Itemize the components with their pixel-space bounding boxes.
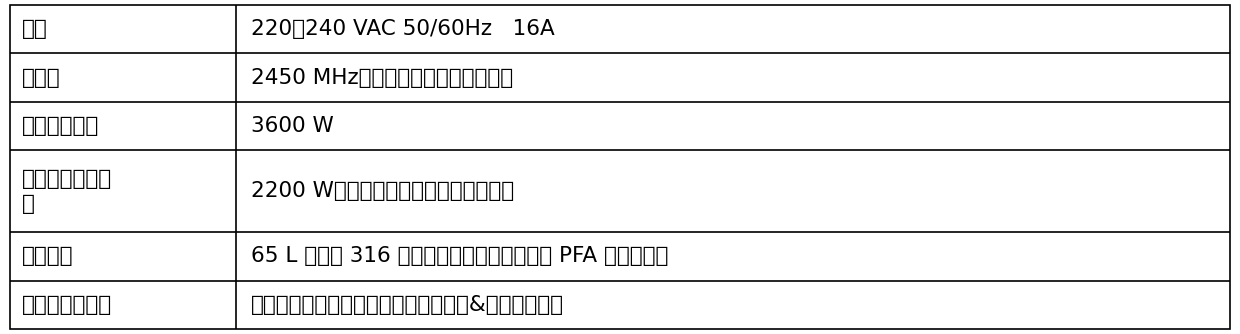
Text: 65 L 大容积 316 不锈钢腔体，内外多层耐腐 PFA 特氟龙喷涂: 65 L 大容积 316 不锈钢腔体，内外多层耐腐 PFA 特氟龙喷涂 bbox=[250, 246, 668, 267]
Text: 安全防爆门设计: 安全防爆门设计 bbox=[22, 295, 113, 315]
Text: 微波最大输出功
率: 微波最大输出功 率 bbox=[22, 169, 113, 213]
Text: 电源: 电源 bbox=[22, 19, 48, 39]
Text: 六层钢结构子弹出防爆缓冲设计，电子&机械双重控制: 六层钢结构子弹出防爆缓冲设计，电子&机械双重控制 bbox=[250, 295, 563, 315]
Text: 2450 MHz，双磁控管高能微波场发射: 2450 MHz，双磁控管高能微波场发射 bbox=[250, 67, 512, 88]
Text: 220～240 VAC 50/60Hz   16A: 220～240 VAC 50/60Hz 16A bbox=[250, 19, 554, 39]
Text: 微波炉腔: 微波炉腔 bbox=[22, 246, 74, 267]
Text: 2200 W，微波非脉冲连续自动变频控制: 2200 W，微波非脉冲连续自动变频控制 bbox=[250, 181, 513, 201]
Text: 整机安装功率: 整机安装功率 bbox=[22, 116, 99, 136]
Text: 3600 W: 3600 W bbox=[250, 116, 334, 136]
Text: 微波源: 微波源 bbox=[22, 67, 61, 88]
